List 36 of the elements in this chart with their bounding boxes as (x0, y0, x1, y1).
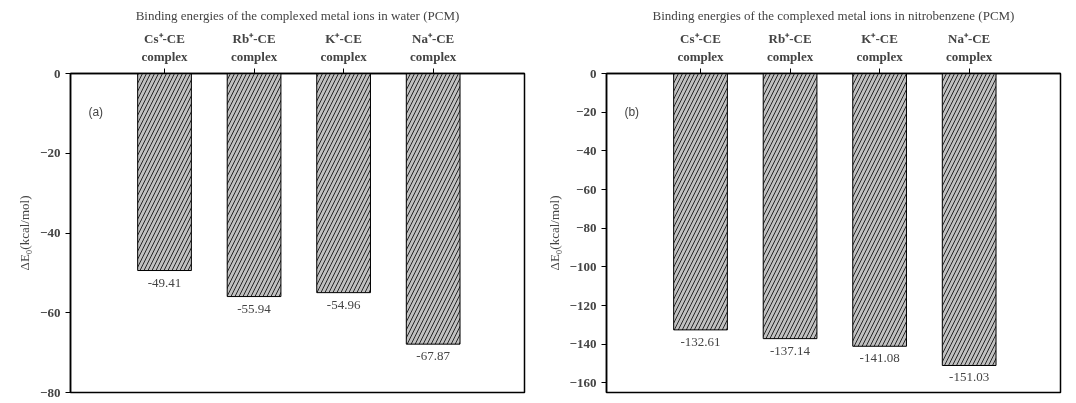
x-tick-label: Na⁺-CE complex (410, 30, 457, 64)
data-label: -67.87 (416, 348, 451, 364)
chart-title: Binding energies of the complexed metal ions in water (PCM) (135, 7, 460, 23)
y-tick-label: −20 (40, 145, 61, 161)
y-tick-label: 0 (590, 65, 597, 81)
y-tick-label: −40 (40, 225, 61, 240)
annotation: (a) (88, 104, 104, 119)
annotation: (b) (624, 104, 640, 119)
x-tick-label: Na⁺-CE complex (946, 30, 993, 64)
y-tick-label: −140 (569, 336, 597, 352)
x-tick-label: Cs⁺-CE complex (141, 30, 189, 64)
data-label: -49.41 (147, 274, 182, 290)
data-label: -137.14 (770, 342, 811, 358)
y-tick-label: −60 (40, 304, 61, 320)
data-label: -55.94 (237, 300, 272, 316)
y-tick-label: −20 (576, 104, 597, 120)
y-tick-label: −60 (576, 181, 597, 197)
x-tick-label: Rb⁺-CE complex (766, 30, 814, 64)
y-tick-label: −160 (569, 374, 597, 390)
data-label: -132.61 (680, 333, 721, 349)
x-tick-label: K⁺-CE complex (856, 30, 904, 64)
y-axis-title: ΔE₀(kcal/mol) (546, 195, 562, 271)
y-tick-label: −120 (569, 297, 597, 313)
y-tick-label: 0 (54, 65, 61, 81)
data-label: -54.96 (326, 296, 361, 312)
x-tick-label: Rb⁺-CE complex (230, 30, 278, 64)
y-tick-label: −80 (576, 220, 597, 236)
y-axis-title: ΔE₀(kcal/mol) (17, 195, 33, 271)
y-tick-label: −100 (569, 258, 597, 274)
chart-title: Binding energies of the complexed metal ions in nitrobenzene (PCM) (652, 7, 1015, 23)
x-tick-label: K⁺-CE complex (320, 30, 368, 64)
y-tick-label: −80 (40, 384, 61, 400)
data-label: -151.03 (949, 369, 990, 385)
y-tick-label: −40 (576, 142, 597, 158)
data-label: -141.08 (859, 350, 900, 366)
x-tick-label: Cs⁺-CE complex (677, 30, 725, 64)
